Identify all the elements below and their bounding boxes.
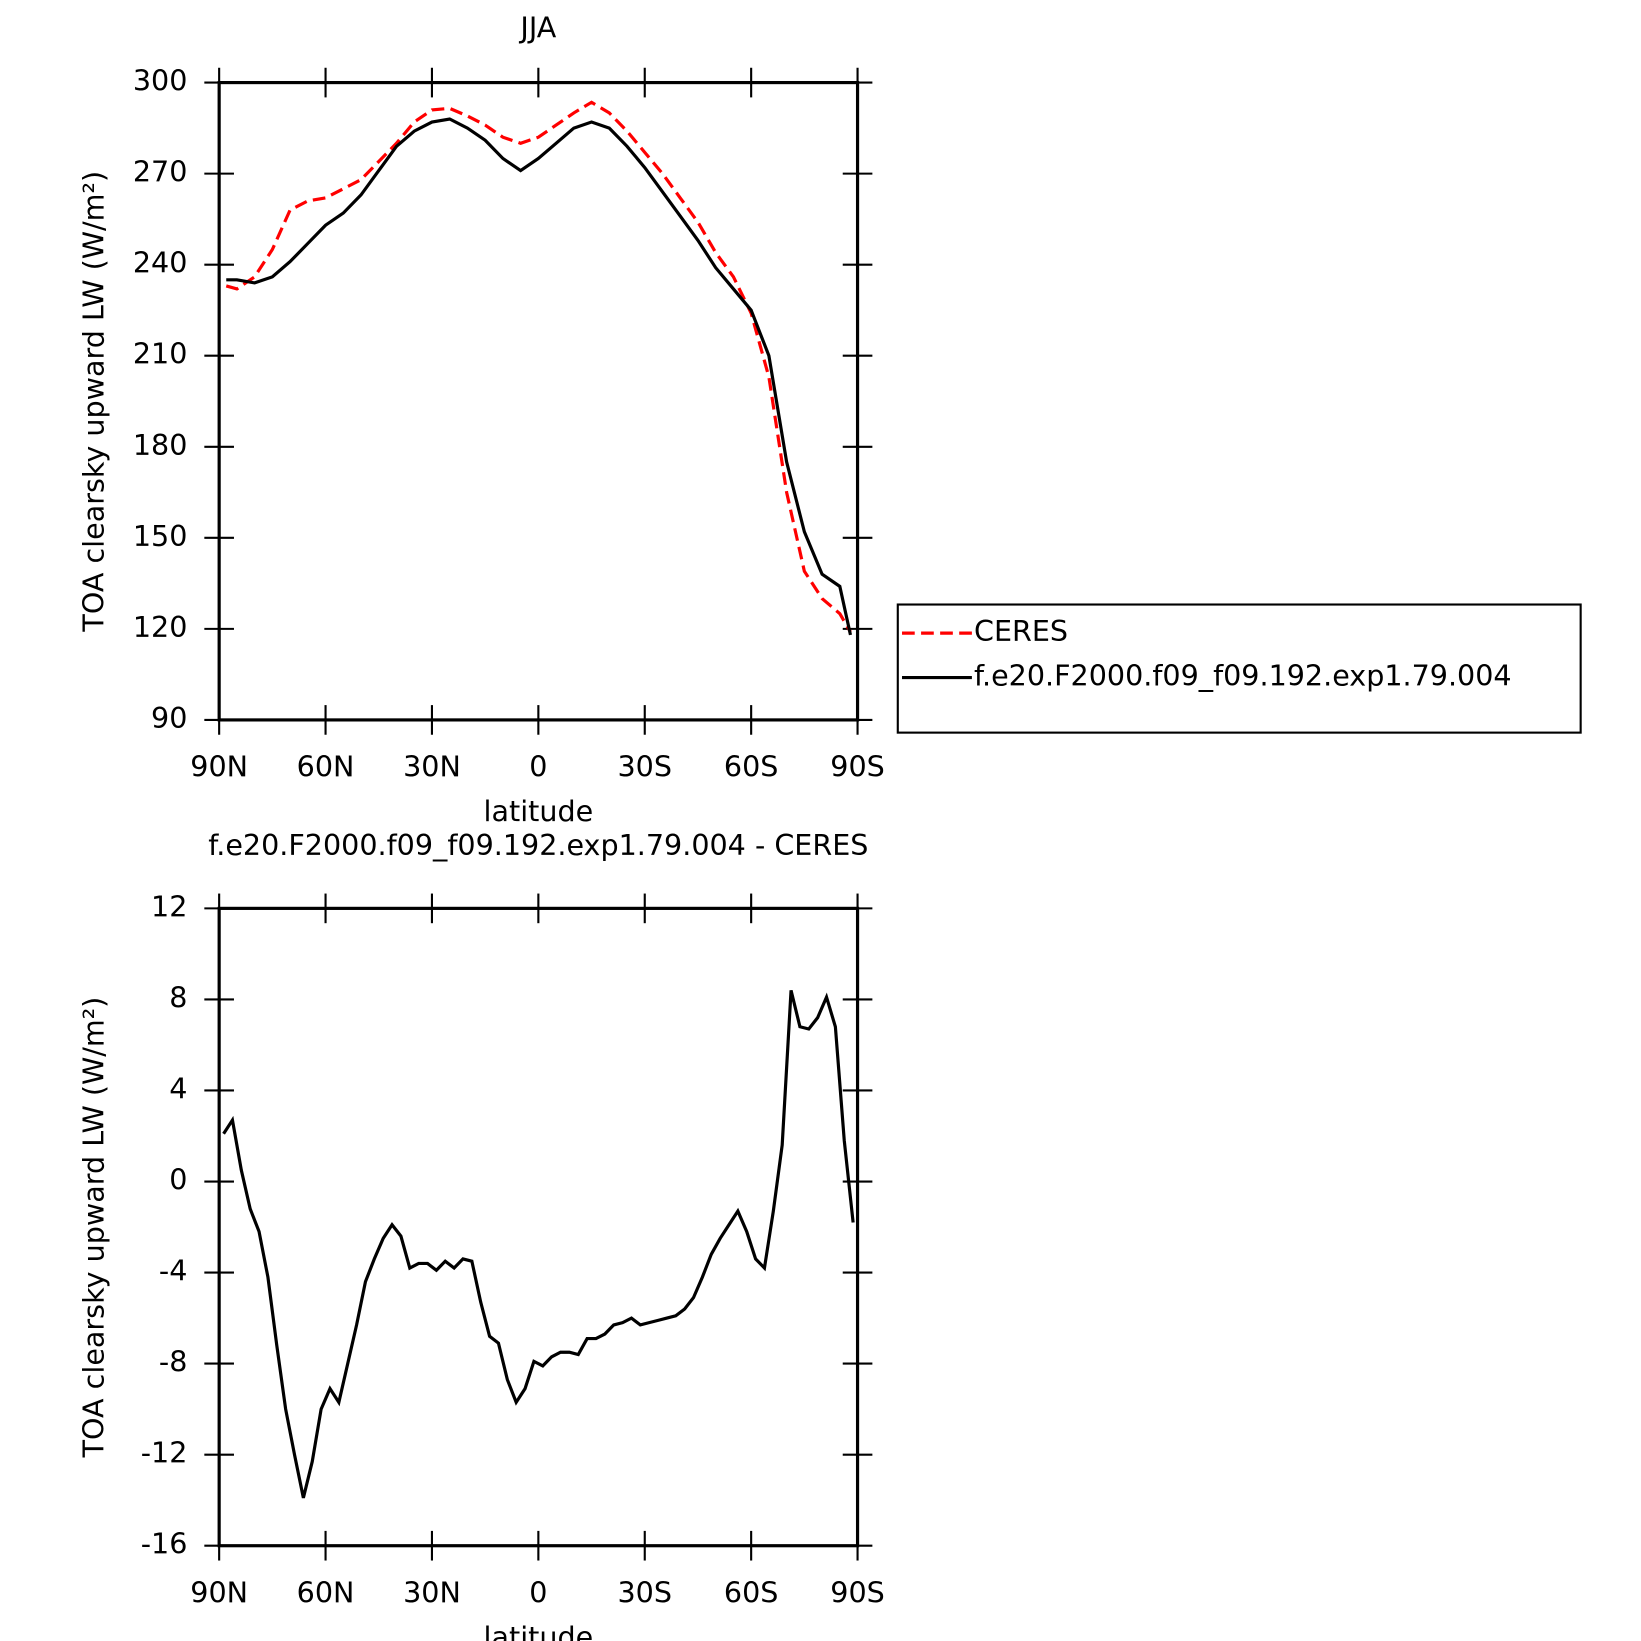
chart-title: JJA	[518, 11, 556, 45]
x-tick-label: 30S	[617, 1575, 672, 1609]
y-tick-label: 120	[133, 610, 188, 644]
y-tick-label: -8	[159, 1345, 188, 1379]
y-tick-label: -12	[141, 1436, 188, 1470]
y-axis-label: TOA clearsky upward LW (W/m²)	[76, 997, 110, 1459]
x-tick-label: 30N	[403, 750, 461, 784]
x-tick-label: 90N	[190, 750, 248, 784]
y-tick-label: 4	[169, 1071, 187, 1105]
x-axis-label: latitude	[484, 1620, 594, 1641]
x-tick-label: 60N	[297, 750, 355, 784]
x-tick-label: 0	[529, 1575, 547, 1609]
legend-label: f.e20.F2000.f09_f09.192.exp1.79.004	[974, 659, 1512, 693]
y-tick-label: -16	[141, 1527, 188, 1561]
y-tick-label: 180	[133, 428, 188, 462]
y-tick-label: 12	[151, 889, 187, 923]
y-tick-label: 300	[133, 64, 188, 98]
x-tick-label: 30N	[403, 1575, 461, 1609]
data-line	[222, 989, 855, 1499]
x-tick-label: 90S	[830, 1575, 885, 1609]
x-tick-label: 60S	[724, 1575, 779, 1609]
y-tick-label: -4	[159, 1254, 188, 1288]
legend-label: CERES	[974, 614, 1068, 648]
x-tick-label: 60N	[297, 1575, 355, 1609]
y-tick-label: 150	[133, 519, 188, 553]
plot-frame	[217, 906, 860, 1548]
y-tick-label: 210	[133, 337, 188, 371]
x-tick-label: 0	[529, 750, 547, 784]
legend-box	[896, 603, 1582, 734]
y-tick-label: 8	[169, 980, 187, 1014]
x-tick-label: 30S	[617, 750, 672, 784]
y-tick-label: 90	[151, 701, 187, 735]
x-tick-label: 60S	[724, 750, 779, 784]
data-line	[225, 100, 852, 633]
plot-frame	[217, 80, 860, 722]
chart-title: f.e20.F2000.f09_f09.192.exp1.79.004 - CE…	[208, 828, 868, 862]
x-tick-label: 90N	[190, 1575, 248, 1609]
x-axis-label: latitude	[484, 794, 594, 828]
y-tick-label: 240	[133, 246, 188, 280]
y-tick-label: 270	[133, 155, 188, 189]
y-axis-label: TOA clearsky upward LW (W/m²)	[76, 171, 110, 633]
data-line	[226, 117, 853, 636]
y-tick-label: 0	[169, 1163, 187, 1197]
x-tick-label: 90S	[830, 750, 885, 784]
